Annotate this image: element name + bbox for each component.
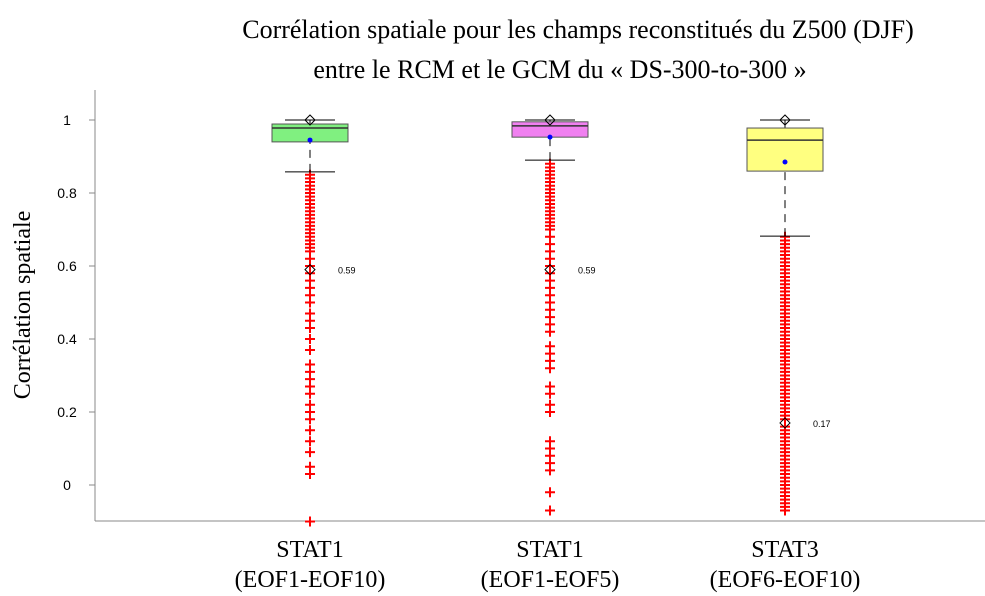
outlier <box>780 505 790 516</box>
y-tick-label: 0.2 <box>57 404 77 420</box>
outlier <box>545 326 555 337</box>
y-tick-label: 0.4 <box>57 331 77 347</box>
outlier <box>305 414 315 425</box>
outlier <box>305 323 315 334</box>
outlier <box>305 436 315 447</box>
y-axis-label: Corrélation spatiale <box>10 211 36 400</box>
x-tick-label: (EOF1-EOF5) <box>481 567 620 593</box>
marker <box>779 114 791 126</box>
outlier <box>545 487 555 498</box>
outlier <box>305 388 315 399</box>
chart-title: Corrélation spatiale pour les champs rec… <box>242 15 914 44</box>
outlier <box>305 516 315 527</box>
marker <box>304 114 316 126</box>
x-tick-label: (EOF1-EOF10) <box>235 567 386 593</box>
outlier <box>305 469 315 480</box>
outlier <box>305 425 315 436</box>
marker <box>544 114 556 126</box>
outlier <box>305 447 315 458</box>
x-tick-label: (EOF6-EOF10) <box>710 567 861 593</box>
outlier <box>305 297 315 308</box>
annotation: 0.17 <box>813 419 831 429</box>
x-tick-label: STAT1 <box>516 537 583 563</box>
marker <box>304 263 316 276</box>
marker <box>779 417 791 429</box>
x-tick-label: STAT3 <box>751 537 818 563</box>
y-tick-label: 0.8 <box>57 185 77 201</box>
outlier <box>545 407 555 417</box>
outlier <box>545 388 555 399</box>
outlier <box>305 334 315 344</box>
mean <box>782 159 788 165</box>
outlier <box>545 465 555 476</box>
mean <box>547 134 553 140</box>
marker <box>544 263 556 276</box>
chart-title: entre le RCM et le GCM du « DS-300-to-30… <box>313 55 806 84</box>
outlier <box>545 505 555 516</box>
annotation: 0.59 <box>578 266 596 276</box>
y-tick-label: 0 <box>63 477 71 493</box>
x-tick-label: STAT1 <box>276 537 343 563</box>
y-tick-label: 0.6 <box>57 258 77 274</box>
outlier <box>545 363 555 374</box>
annotation: 0.59 <box>338 266 356 276</box>
box <box>746 127 824 172</box>
mean <box>307 137 313 143</box>
y-tick-label: 1 <box>63 112 71 128</box>
outlier <box>305 344 315 355</box>
